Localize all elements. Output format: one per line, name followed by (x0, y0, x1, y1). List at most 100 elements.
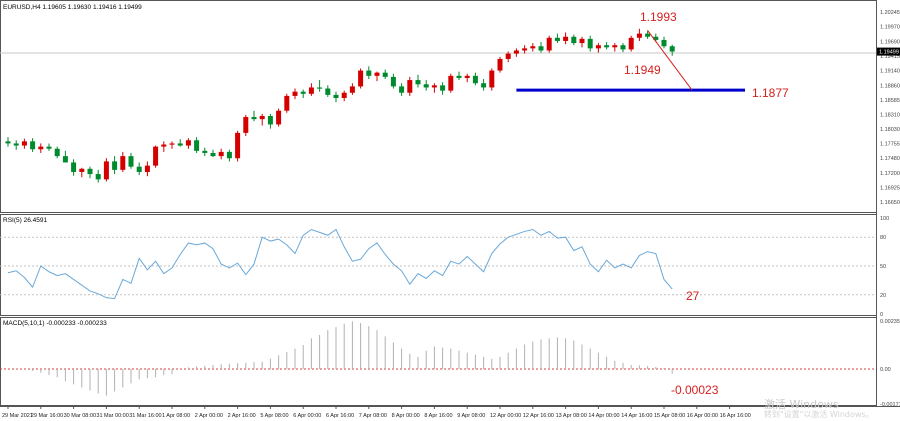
rsi-levels (0, 236, 876, 296)
time-tick-label: 31 Mar 00:00 (96, 413, 128, 419)
macd-panel-header: MACD(5,10,1) -0.000233 -0.000233 (3, 320, 107, 327)
price-annotations: 1.1993 1.1949 1.1877 (516, 10, 789, 100)
candle-body (382, 72, 388, 77)
time-tick-label: 2 Apr 00:00 (195, 413, 223, 419)
rsi-line (7, 228, 673, 300)
candle-body (317, 87, 323, 89)
price-tick-label: 1.20245 (880, 10, 900, 16)
time-tick-label: 13 Apr 08:00 (556, 413, 587, 419)
candle-body (620, 45, 626, 50)
candle-body (604, 45, 610, 48)
candle-body (79, 168, 85, 172)
rsi-tick-label: 50 (880, 264, 886, 270)
candle-body (497, 58, 503, 71)
candle-body (112, 161, 118, 170)
candle-body (595, 45, 601, 49)
time-tick-label: 15 Apr 08:00 (654, 413, 685, 419)
candle-body (38, 146, 44, 150)
candle-body (513, 50, 519, 54)
current-price-box (877, 47, 900, 56)
candle-body (341, 92, 347, 99)
candle-body (530, 46, 536, 49)
price-tick-label: 1.16925 (880, 186, 900, 192)
candle-body (481, 83, 487, 88)
rsi-panel-frame (0, 214, 877, 316)
candle-body (120, 156, 126, 170)
price-tick-label: 1.17200 (880, 171, 900, 177)
macd-histogram (7, 321, 673, 396)
candle-body (46, 146, 52, 149)
candle-body (308, 87, 314, 94)
rsi-tick-label: 20 (880, 293, 886, 299)
annotation-high: 1.1993 (640, 10, 677, 24)
time-tick-label: 30 Mar 08:00 (64, 413, 96, 419)
candle-body (21, 141, 27, 146)
candle-body (103, 161, 109, 180)
candlestick-series (5, 28, 675, 183)
candle-body (95, 174, 101, 180)
time-tick-label: 29 Mar 2021 (2, 413, 33, 419)
candle-body (194, 140, 200, 151)
candle-body (136, 166, 142, 172)
candle-body (399, 86, 405, 93)
time-tick-label: 14 Apr 00:00 (588, 413, 619, 419)
time-tick-label: 12 Apr 16:00 (523, 413, 554, 419)
candle-body (185, 140, 191, 146)
projection-line (647, 30, 693, 91)
candle-body (456, 75, 462, 78)
candle-body (202, 150, 208, 153)
price-tick-label: 1.19140 (880, 69, 900, 75)
candle-body (669, 46, 675, 52)
candle-body (144, 165, 150, 172)
candle-body (661, 39, 667, 47)
candle-body (415, 80, 421, 85)
rsi-axis-ticks: 100 80 50 20 0 (880, 216, 889, 318)
rsi-tick-label: 80 (880, 235, 886, 241)
candle-body (333, 94, 339, 99)
time-tick-label: 14 Apr 16:00 (621, 413, 652, 419)
price-tick-label: 1.19690 (880, 40, 900, 46)
price-tick-label: 1.18860 (880, 83, 900, 89)
candle-body (259, 115, 265, 120)
candle-body (218, 151, 224, 157)
candle-body (161, 144, 167, 147)
candle-body (300, 91, 306, 94)
macd-axis-ticks: 0.00235 0.00 -0.00171 (880, 319, 900, 408)
price-tick-label: 1.19970 (880, 25, 900, 31)
candle-body (210, 152, 216, 157)
candle-body (62, 156, 68, 163)
candle-body (546, 37, 552, 51)
time-tick-label: 1 Apr 08:00 (162, 413, 190, 419)
price-panel-frame (0, 0, 877, 213)
price-tick-label: 1.17480 (880, 156, 900, 162)
price-tick-label: 1.17755 (880, 142, 900, 148)
time-tick-label: 5 Apr 08:00 (260, 413, 288, 419)
candle-body (571, 36, 577, 44)
candle-body (390, 76, 396, 87)
annotation-low: 1.1949 (624, 63, 661, 77)
macd-tick-label: 0.00 (880, 367, 891, 373)
time-tick-label: 8 Apr 00:00 (392, 413, 420, 419)
price-tick-label: 1.18030 (880, 127, 900, 133)
windows-activation-hint: 转到"设置"以激活 Windows。 (764, 410, 874, 419)
candle-body (645, 33, 651, 37)
windows-activation-watermark: 激活 Windows (764, 398, 839, 411)
candle-body (325, 88, 331, 95)
candle-body (226, 151, 232, 159)
time-tick-label: 16 Apr 00:00 (687, 413, 718, 419)
rsi-panel-header: RSI(5) 26.4591 (3, 217, 47, 224)
candle-body (440, 85, 446, 91)
rsi-current-label: 27 (686, 289, 700, 303)
candle-body (464, 75, 470, 78)
candle-body (71, 162, 77, 172)
time-tick-label: 29 Mar 16:00 (31, 413, 63, 419)
candle-body (563, 36, 569, 41)
macd-tick-label: -0.00171 (880, 402, 900, 408)
candle-body (538, 46, 544, 51)
rsi-tick-label: 0 (880, 312, 883, 318)
candle-body (177, 143, 183, 146)
candle-body (636, 33, 642, 38)
candle-body (276, 110, 282, 125)
price-tick-label: 1.19415 (880, 54, 900, 60)
